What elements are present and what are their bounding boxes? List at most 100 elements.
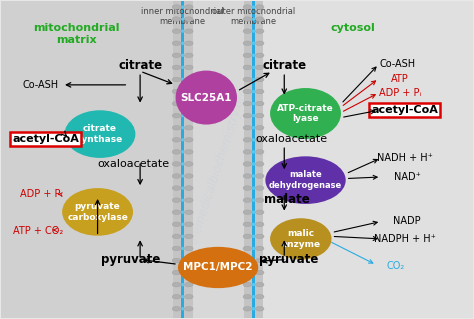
Ellipse shape	[184, 186, 193, 190]
Text: NADP: NADP	[393, 216, 421, 226]
Ellipse shape	[243, 77, 252, 82]
Ellipse shape	[252, 150, 255, 153]
Ellipse shape	[243, 89, 252, 94]
Ellipse shape	[255, 113, 264, 118]
Ellipse shape	[184, 270, 193, 275]
Ellipse shape	[252, 29, 255, 33]
Ellipse shape	[64, 110, 136, 158]
Text: acetyl-CoA: acetyl-CoA	[12, 134, 79, 144]
Ellipse shape	[255, 41, 264, 46]
Ellipse shape	[252, 78, 255, 81]
Ellipse shape	[270, 218, 331, 260]
Ellipse shape	[252, 102, 255, 105]
Ellipse shape	[184, 113, 193, 118]
Bar	[192, 1, 244, 318]
Ellipse shape	[181, 114, 184, 117]
Ellipse shape	[172, 210, 181, 214]
Ellipse shape	[255, 125, 264, 130]
Ellipse shape	[184, 53, 193, 58]
Text: SLC25A1: SLC25A1	[181, 93, 232, 103]
Text: ATP-citrate
lyase: ATP-citrate lyase	[277, 104, 334, 123]
Ellipse shape	[255, 17, 264, 21]
Text: MPC1/MPC2: MPC1/MPC2	[183, 263, 253, 272]
Text: cytosol: cytosol	[330, 23, 375, 33]
Bar	[244, 1, 264, 318]
Ellipse shape	[255, 234, 264, 239]
Ellipse shape	[255, 5, 264, 9]
Ellipse shape	[252, 307, 255, 310]
Ellipse shape	[184, 150, 193, 154]
Ellipse shape	[181, 54, 184, 57]
Text: acetyl-CoA: acetyl-CoA	[371, 105, 438, 115]
Ellipse shape	[243, 65, 252, 70]
Ellipse shape	[181, 174, 184, 178]
Ellipse shape	[243, 282, 252, 287]
Ellipse shape	[172, 5, 181, 9]
Ellipse shape	[255, 162, 264, 166]
Ellipse shape	[243, 186, 252, 190]
Ellipse shape	[184, 210, 193, 214]
Ellipse shape	[181, 247, 184, 250]
Ellipse shape	[181, 102, 184, 105]
Ellipse shape	[62, 188, 133, 236]
Ellipse shape	[172, 137, 181, 142]
Ellipse shape	[172, 282, 181, 287]
Ellipse shape	[243, 150, 252, 154]
Text: themedicalbiochemistry.org: themedicalbiochemistry.org	[186, 85, 250, 246]
Ellipse shape	[184, 307, 193, 311]
Text: mitochondrial
matrix: mitochondrial matrix	[33, 23, 119, 45]
Ellipse shape	[181, 307, 184, 310]
Ellipse shape	[243, 246, 252, 251]
Ellipse shape	[184, 162, 193, 166]
Ellipse shape	[270, 88, 341, 139]
Text: ATP: ATP	[391, 73, 409, 84]
Ellipse shape	[184, 282, 193, 287]
Ellipse shape	[255, 198, 264, 203]
Ellipse shape	[243, 162, 252, 166]
Ellipse shape	[181, 162, 184, 166]
Ellipse shape	[243, 5, 252, 9]
Ellipse shape	[184, 222, 193, 226]
Ellipse shape	[252, 235, 255, 238]
Ellipse shape	[172, 125, 181, 130]
Text: ATP + CO₂: ATP + CO₂	[13, 226, 64, 236]
Ellipse shape	[255, 29, 264, 33]
Ellipse shape	[255, 53, 264, 58]
Text: oxaloacetate: oxaloacetate	[255, 134, 328, 144]
Ellipse shape	[243, 113, 252, 118]
Text: Co-ASH: Co-ASH	[23, 80, 59, 90]
Ellipse shape	[252, 126, 255, 130]
Text: malate: malate	[264, 193, 310, 206]
Ellipse shape	[184, 41, 193, 46]
Text: inner mitochondrial
membrane: inner mitochondrial membrane	[141, 7, 224, 26]
Text: pyruvate: pyruvate	[259, 253, 319, 266]
Ellipse shape	[252, 186, 255, 190]
Ellipse shape	[172, 270, 181, 275]
Ellipse shape	[255, 150, 264, 154]
Ellipse shape	[252, 18, 255, 21]
Text: malate
dehydrogenase: malate dehydrogenase	[269, 170, 342, 190]
Ellipse shape	[172, 53, 181, 58]
Bar	[173, 1, 192, 318]
Ellipse shape	[243, 307, 252, 311]
Ellipse shape	[243, 270, 252, 275]
Ellipse shape	[181, 295, 184, 298]
Ellipse shape	[252, 174, 255, 178]
Ellipse shape	[181, 5, 184, 9]
Ellipse shape	[184, 198, 193, 203]
Bar	[0, 1, 173, 318]
Ellipse shape	[252, 198, 255, 202]
Text: Co-ASH: Co-ASH	[380, 59, 416, 69]
Ellipse shape	[252, 114, 255, 117]
Ellipse shape	[252, 283, 255, 286]
Ellipse shape	[172, 198, 181, 203]
Ellipse shape	[255, 65, 264, 70]
Ellipse shape	[181, 150, 184, 153]
Ellipse shape	[255, 246, 264, 251]
Ellipse shape	[181, 198, 184, 202]
Ellipse shape	[243, 174, 252, 178]
Ellipse shape	[243, 17, 252, 21]
Ellipse shape	[181, 259, 184, 262]
Ellipse shape	[252, 295, 255, 298]
Ellipse shape	[184, 294, 193, 299]
